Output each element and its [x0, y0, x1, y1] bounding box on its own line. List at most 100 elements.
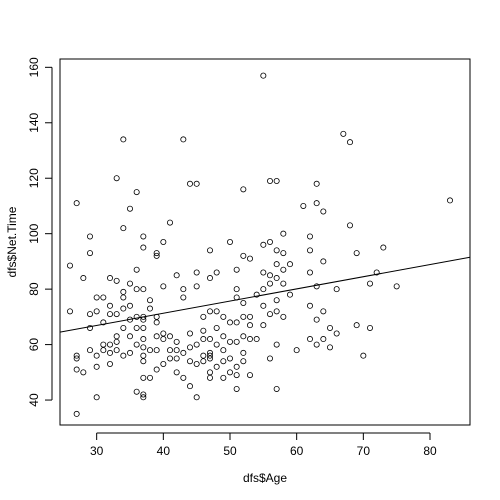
data-point [313, 180, 320, 187]
data-point [140, 358, 147, 365]
data-point [273, 275, 280, 282]
data-point [146, 305, 153, 312]
data-point [253, 336, 260, 343]
data-point [153, 333, 160, 340]
data-point [233, 385, 240, 392]
data-point [226, 338, 233, 345]
data-point [186, 344, 193, 351]
data-point [273, 247, 280, 254]
data-point [260, 269, 267, 276]
data-point [226, 238, 233, 245]
data-point [366, 324, 373, 331]
data-point [173, 369, 180, 376]
y-tick-label: 60 [27, 338, 41, 352]
data-point [193, 394, 200, 401]
data-point [107, 311, 114, 318]
data-point [340, 130, 347, 137]
data-point [120, 324, 127, 331]
data-point [153, 366, 160, 373]
data-point [313, 316, 320, 323]
data-point [140, 233, 147, 240]
data-point [246, 313, 253, 320]
data-point [173, 355, 180, 362]
x-tick-label: 60 [290, 444, 304, 458]
data-point [200, 327, 207, 334]
data-point [133, 313, 140, 320]
data-point [306, 269, 313, 276]
data-point [226, 355, 233, 362]
data-point [240, 349, 247, 356]
data-point [320, 208, 327, 215]
data-point [200, 352, 207, 359]
data-point [180, 294, 187, 301]
data-point [73, 366, 80, 373]
data-point [326, 344, 333, 351]
data-point [173, 272, 180, 279]
data-point [266, 355, 273, 362]
data-point [213, 308, 220, 315]
data-point [206, 275, 213, 282]
data-point [180, 374, 187, 381]
data-point [260, 72, 267, 79]
data-point [140, 374, 147, 381]
data-point [233, 363, 240, 370]
data-point [193, 269, 200, 276]
data-point [266, 238, 273, 245]
data-point [166, 333, 173, 340]
x-tick-label: 40 [157, 444, 171, 458]
data-point [153, 250, 160, 257]
data-point [273, 261, 280, 268]
y-tick-label: 140 [27, 112, 41, 132]
data-point [333, 330, 340, 337]
data-point [240, 252, 247, 259]
data-point [153, 252, 160, 259]
data-point [306, 247, 313, 254]
data-point [127, 302, 134, 309]
data-point [220, 347, 227, 354]
data-point [153, 347, 160, 354]
data-point [140, 344, 147, 351]
data-point [100, 341, 107, 348]
x-tick-label: 50 [223, 444, 237, 458]
data-point [246, 322, 253, 329]
data-point [127, 349, 134, 356]
data-point [266, 177, 273, 184]
data-point [293, 347, 300, 354]
data-point [166, 219, 173, 226]
data-point [113, 333, 120, 340]
data-point [226, 369, 233, 376]
y-tick-label: 120 [27, 168, 41, 188]
data-point [166, 355, 173, 362]
data-point [346, 139, 353, 146]
data-point [113, 277, 120, 284]
data-point [93, 363, 100, 370]
data-point [193, 180, 200, 187]
data-point [200, 313, 207, 320]
data-point [80, 275, 87, 282]
data-point [286, 291, 293, 298]
data-point [213, 363, 220, 370]
data-point [273, 297, 280, 304]
data-point [120, 288, 127, 295]
data-point [180, 349, 187, 356]
data-point [67, 262, 74, 269]
data-point [306, 233, 313, 240]
data-point [353, 322, 360, 329]
data-point [220, 374, 227, 381]
data-point [80, 369, 87, 376]
data-point [146, 374, 153, 381]
data-point [186, 180, 193, 187]
data-point [233, 286, 240, 293]
data-point [140, 244, 147, 251]
y-axis-label: dfs$Net.Time [5, 206, 19, 277]
data-point [120, 352, 127, 359]
data-point [266, 272, 273, 279]
y-tick-label: 40 [27, 393, 41, 407]
data-point [206, 308, 213, 315]
data-point [220, 313, 227, 320]
data-point [146, 347, 153, 354]
x-axis: 30 40 50 60 70 80 [90, 432, 437, 458]
data-point [273, 385, 280, 392]
data-point [313, 341, 320, 348]
